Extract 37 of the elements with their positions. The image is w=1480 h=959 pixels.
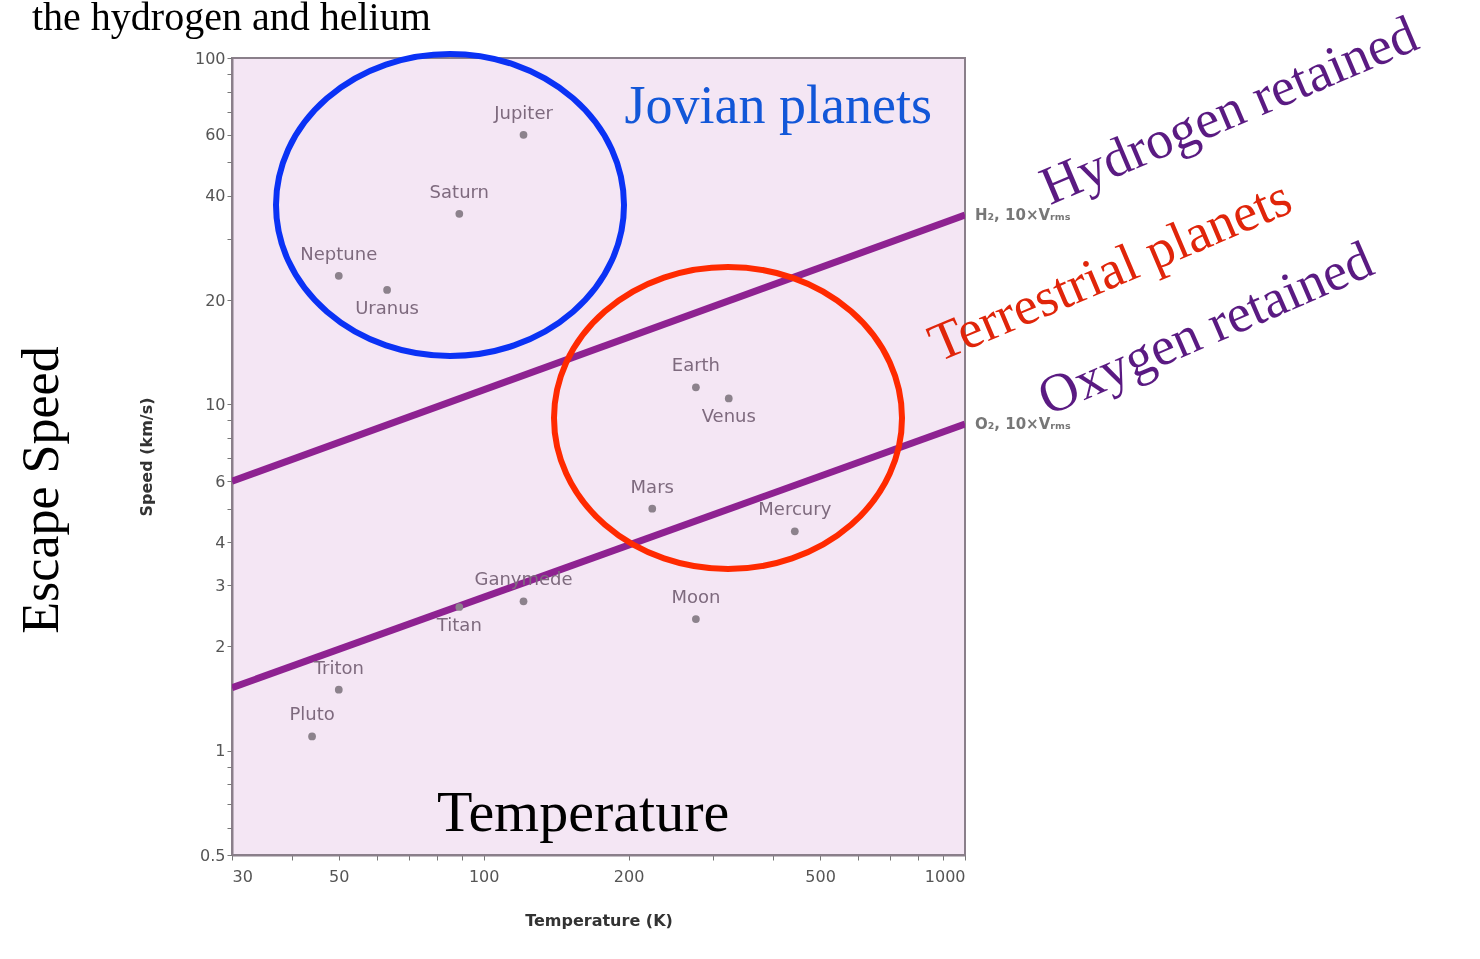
annotation: Moon (671, 586, 721, 608)
y-tick-label: 100 (194, 48, 226, 68)
annotation: Pluto (289, 703, 335, 725)
y-tick-label: 10 (205, 394, 226, 414)
text: Escape Speed (11, 346, 69, 634)
y-tick-label: 1 (215, 741, 226, 761)
series-label: H₂, 10×Vᵣₘₛ (975, 206, 1071, 225)
y-axis-title: Speed (km/s) (136, 397, 156, 517)
annotation: Triton (312, 656, 364, 678)
annotation: Temperature (437, 779, 730, 844)
y-tick-label: 40 (205, 186, 226, 206)
x-tick-label: 1000 (924, 866, 966, 886)
x-axis-title: Temperature (K) (525, 910, 673, 930)
annotation: Mercury (758, 498, 832, 520)
x-tick-label: 100 (468, 866, 500, 886)
annotation: Jupiter (493, 101, 554, 123)
annotation: Venus (701, 405, 756, 427)
annotation: Earth (671, 354, 721, 376)
y-tick-label: 4 (215, 532, 226, 552)
chart-title: the hydrogen and helium (32, 0, 431, 39)
y-tick-label: 3 (215, 575, 226, 595)
y-tick-label: 20 (205, 290, 226, 310)
annotation: Jovian planets (624, 75, 932, 135)
x-tick-label: 30 (232, 866, 253, 886)
y-tick-label: 6 (215, 471, 226, 491)
annotation: Mars (630, 475, 674, 497)
x-tick-label: 500 (805, 866, 836, 886)
y-tick-label: 2 (215, 636, 226, 656)
annotation: Saturn (429, 180, 490, 202)
y-tick-label: 60 (205, 125, 226, 145)
y-tick-label: 0.5 (200, 845, 226, 865)
annotation: Neptune (300, 242, 378, 264)
series-label: O₂, 10×Vᵣₘₛ (975, 415, 1071, 434)
annotation: Uranus (355, 296, 419, 318)
x-tick-label: 200 (613, 866, 645, 886)
x-tick-label: 50 (329, 866, 350, 886)
annotation: Titan (435, 614, 482, 635)
